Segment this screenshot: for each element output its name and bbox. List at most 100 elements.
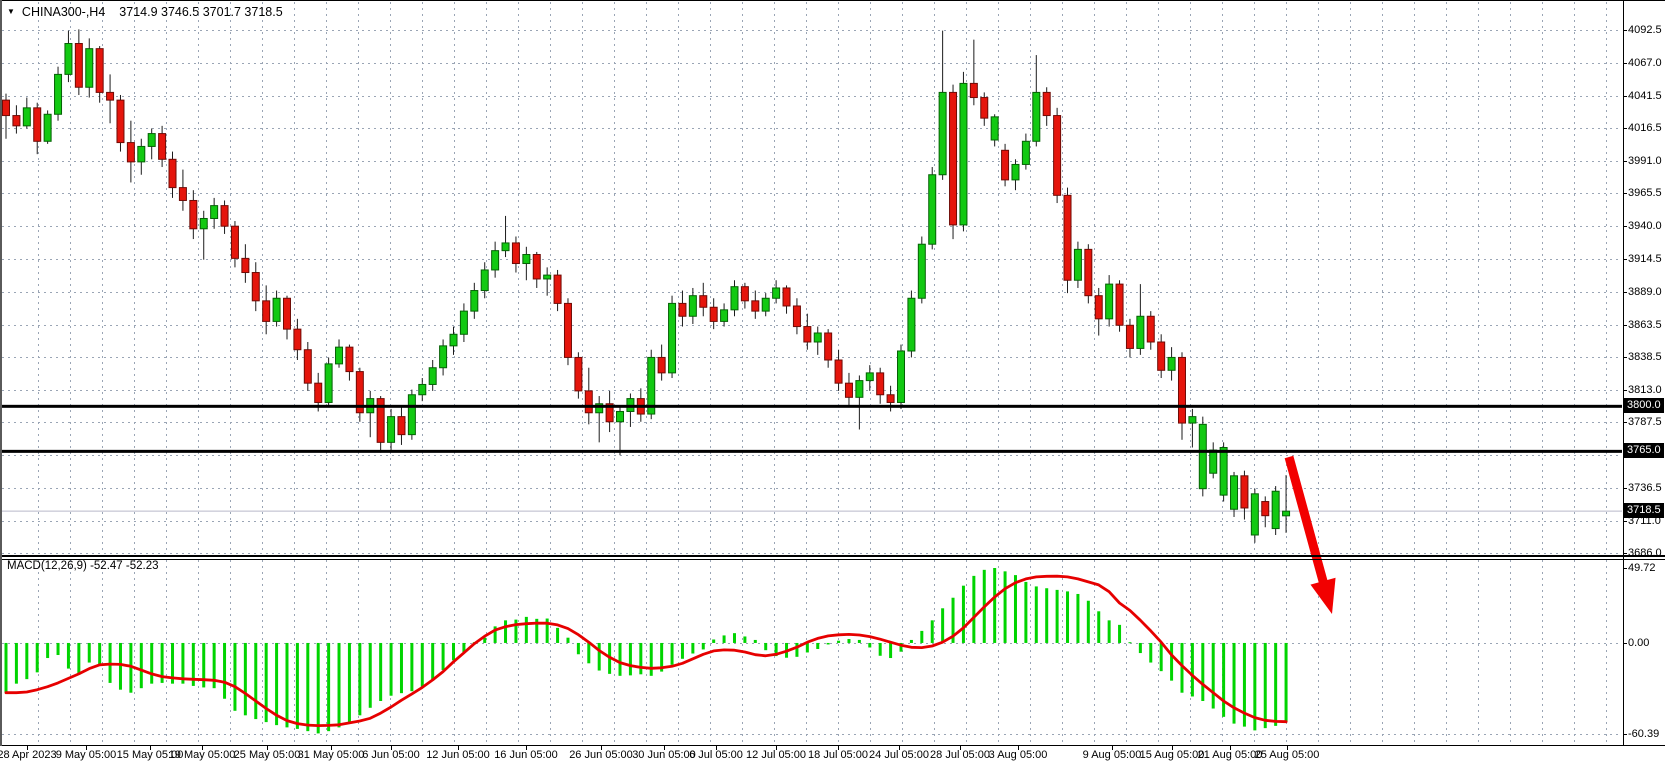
time-axis-label: 28 Apr 2023 <box>0 749 57 761</box>
macd-bar <box>4 642 8 693</box>
down-arrow-annotation[interactable] <box>1284 455 1336 614</box>
price-axis-label: 3813.0 <box>1628 384 1662 396</box>
chevron-down-icon: ▼ <box>7 7 15 16</box>
price-axis-label: 3686.0 <box>1628 547 1662 559</box>
candle-bull <box>1188 416 1197 424</box>
time-axis-label: 25 May 05:00 <box>233 749 301 761</box>
candle-bear <box>1084 248 1093 297</box>
macd-bar <box>493 626 497 643</box>
macd-bar <box>670 642 674 665</box>
macd-bar <box>649 642 653 676</box>
candle-bear <box>397 416 406 436</box>
macd-bar <box>961 585 965 643</box>
candle-bull <box>1219 446 1228 496</box>
candle-bull <box>938 91 947 176</box>
price-axis-tick <box>1623 96 1627 97</box>
candle-bear <box>834 359 843 384</box>
candle-bull <box>616 410 625 423</box>
macd-bar <box>223 642 227 699</box>
macd-bar <box>358 642 362 716</box>
time-axis-label: 15 Aug 05:00 <box>1139 749 1205 761</box>
candle-bear <box>678 302 687 317</box>
macd-bar <box>1263 642 1267 729</box>
candle-bear <box>241 257 250 274</box>
candle-bear <box>293 328 302 351</box>
candle-bull <box>917 243 926 299</box>
macd-bar <box>483 637 487 643</box>
price-axis-label: 3889.0 <box>1628 286 1662 298</box>
macd-bar <box>1107 620 1111 643</box>
time-axis-tick <box>1287 746 1288 750</box>
time-axis-label: 19 May 05:00 <box>168 749 236 761</box>
candle-bull <box>147 133 156 147</box>
horizontal-level-line[interactable] <box>2 404 1622 408</box>
macd-bar <box>826 642 830 645</box>
macd-bar <box>753 639 757 643</box>
time-axis-label: 12 Jun 05:00 <box>426 749 490 761</box>
macd-bar <box>285 642 289 728</box>
candle-bear <box>1146 315 1155 343</box>
candle-bull <box>595 403 604 414</box>
candle-bull <box>543 274 552 280</box>
macd-bar <box>764 642 768 651</box>
macd-bar <box>1003 571 1007 643</box>
time-axis-label: 6 Jun 05:00 <box>362 749 420 761</box>
candle-bear <box>574 356 583 392</box>
macd-axis-tick <box>1623 643 1627 644</box>
candle-bear <box>824 332 833 361</box>
candle-bull <box>387 416 396 443</box>
price-axis-label: 4067.0 <box>1628 57 1662 69</box>
candle-bull <box>22 107 31 127</box>
candle-bull <box>897 350 906 403</box>
candle-bear <box>12 115 21 127</box>
time-axis-tick <box>458 746 459 750</box>
macd-bar <box>327 642 331 732</box>
macd-bar <box>1201 642 1205 701</box>
time-axis-label: 24 Jul 05:00 <box>869 749 929 761</box>
top-border <box>0 0 1665 1</box>
horizontal-level-line[interactable] <box>2 449 1622 453</box>
macd-bar <box>1013 575 1017 643</box>
candle-bull <box>990 116 999 141</box>
price-axis-tick <box>1623 161 1627 162</box>
time-axis-label: 12 Jul 05:00 <box>746 749 806 761</box>
time-axis-label: 31 May 05:00 <box>297 749 365 761</box>
macd-bar <box>1045 588 1049 643</box>
candle-bear <box>782 287 791 307</box>
price-axis-label: 4041.5 <box>1628 90 1662 102</box>
macd-bar <box>25 642 29 680</box>
time-axis-tick <box>391 746 392 750</box>
macd-bar <box>576 642 580 655</box>
candle-bull <box>480 269 489 292</box>
candle-bear <box>876 372 885 396</box>
candle-bull <box>501 242 510 252</box>
candle-bull <box>407 394 416 436</box>
candle-bull <box>199 217 208 230</box>
macd-bar <box>1274 642 1278 726</box>
price-axis-label: 3787.5 <box>1628 416 1662 428</box>
macd-bar <box>930 620 934 643</box>
candle-bull <box>720 309 729 322</box>
price-axis-tick <box>1623 63 1627 64</box>
time-axis-label: 30 Jun 05:00 <box>632 749 696 761</box>
candle-bear <box>740 286 749 302</box>
macd-bar <box>993 568 997 643</box>
price-axis-label: 3991.0 <box>1628 155 1662 167</box>
candle-bull <box>210 205 219 219</box>
macd-bar <box>410 642 414 692</box>
price-axis-tick <box>1623 259 1627 260</box>
macd-bar <box>639 642 643 675</box>
macd-indicator-label: MACD(12,26,9) -52.47 -52.23 <box>7 560 159 572</box>
candle-bull <box>865 372 874 382</box>
macd-bar <box>56 642 60 656</box>
macd-bar <box>556 627 560 643</box>
price-axis-label: 3965.5 <box>1628 187 1662 199</box>
macd-bar <box>504 620 508 643</box>
candle-bull <box>335 346 344 365</box>
macd-bar <box>1159 642 1163 672</box>
candle-bear <box>2 99 10 117</box>
macd-bar <box>1066 591 1070 643</box>
macd-bar <box>1055 589 1059 643</box>
time-axis-tick <box>664 746 665 750</box>
